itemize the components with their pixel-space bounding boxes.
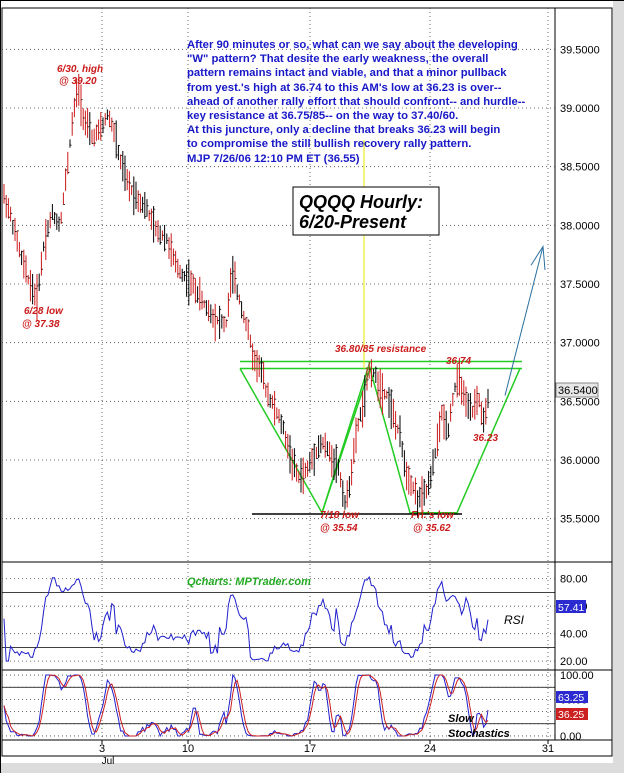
stochastics-label-1: Slow [448, 713, 475, 725]
window-shade [613, 1, 624, 773]
price-tick-label: 38.0000 [560, 220, 600, 232]
last-price-tag: 36.5400 [558, 385, 598, 397]
stoch-d-value-tag: 36.25 [558, 709, 584, 721]
target-arrow-shaft [504, 246, 544, 396]
rsi-line [3, 575, 489, 662]
annotation-fri-low-2: @ 35.62 [413, 523, 451, 534]
rsi-value-tag-box [556, 600, 586, 613]
commentary-text: After 90 minutes or so, what can we say … [187, 38, 547, 166]
chart-title-line-2: 6/20-Present [299, 212, 407, 232]
annotation-fri-low-1: Fri.'s low [411, 510, 455, 521]
date-tick-label: 17 [304, 743, 316, 755]
last-price-tag-box [555, 382, 599, 398]
annotation-3674: 36.74 [446, 356, 471, 367]
pattern-overlays [239, 140, 546, 515]
commentary-line: MJP 7/26/06 12:10 PM ET (36.55) [187, 152, 360, 165]
price-tick-label: 38.5000 [560, 162, 600, 174]
annotation-630-high-1: 6/30. high [57, 64, 103, 75]
plot-border [1, 7, 613, 757]
window-shade-bottom [1, 763, 623, 773]
price-tick-label: 39.5000 [560, 44, 600, 56]
rsi-tick-label: 40.00 [560, 629, 588, 641]
annotation-628-low-1: 6/28 low [24, 306, 64, 317]
annotation-628-low-2: @ 37.38 [22, 319, 60, 330]
stoch-tick-label: 0.00 [560, 731, 581, 743]
annotation-630-high-2: @ 39.20 [59, 76, 97, 87]
price-tick-label: 37.0000 [560, 338, 600, 350]
grid [2, 8, 555, 740]
price-axis: 35.5000 36.0000 36.5000 37.0000 37.5000 38.00… [560, 44, 600, 525]
rsi-tick-label: 80.00 [560, 574, 588, 586]
commentary-line: pattern remains intact and viable, and t… [187, 67, 507, 80]
month-label: Jul [102, 756, 115, 767]
rsi-label: RSI [504, 613, 525, 627]
annotation-resistance: 36.80/85 resistance [335, 344, 427, 355]
stoch-tick-label: 100.00 [560, 670, 594, 682]
stoch-d-value-tag-box [556, 708, 588, 720]
price-tick-label: 35.5000 [560, 514, 600, 526]
watermark: Qcharts: MPTrader.com [187, 576, 311, 588]
commentary-line: After 90 minutes or so, what can we say … [187, 39, 518, 51]
chart-title-line-1: QQQQ Hourly: [299, 192, 423, 212]
stoch-k-value-tag-box [556, 691, 588, 703]
date-tick-label: 31 [542, 743, 554, 755]
rsi-tick-label: 20.00 [560, 656, 588, 668]
date-tick-label: 24 [424, 743, 436, 755]
stochastics-k-line [3, 673, 489, 738]
commentary-line: At this juncture, only a decline that br… [187, 124, 501, 137]
price-tick-label: 37.5000 [560, 279, 600, 291]
commentary-line: "W" pattern? That desite the early weakn… [187, 53, 489, 66]
commentary-line: from yest.'s high at 36.74 to this AM's … [187, 81, 502, 94]
stoch-k-value-tag: 63.25 [558, 692, 584, 704]
annotation-718-low-1: 7/18 low [320, 510, 360, 521]
commentary-line: key resistance at 36.75/85-- on the way … [187, 110, 459, 123]
stochastics-d-line [3, 674, 489, 737]
date-tick-label: 10 [182, 743, 194, 755]
stochastics-label-2: Stochastics [448, 728, 510, 740]
rsi-value-tag: 57.41 [558, 602, 584, 614]
price-bars [3, 73, 490, 518]
annotation-3623: 36.23 [473, 433, 498, 444]
w-pattern-outline [239, 365, 521, 515]
price-tick-label: 36.0000 [560, 455, 600, 467]
chart-title-box [292, 186, 440, 236]
price-tick-label: 39.0000 [560, 103, 600, 115]
w-pattern-leg [321, 361, 371, 514]
annotation-718-low-2: @ 35.54 [320, 523, 358, 534]
target-arrow-head [530, 244, 546, 270]
date-tick-label: 3 [99, 743, 105, 755]
commentary-line: to compromise the still bullish recovery… [187, 138, 472, 151]
commentary-line: ahead of another rally effort that shoul… [187, 95, 526, 108]
price-tick-label: 36.5000 [560, 396, 600, 408]
